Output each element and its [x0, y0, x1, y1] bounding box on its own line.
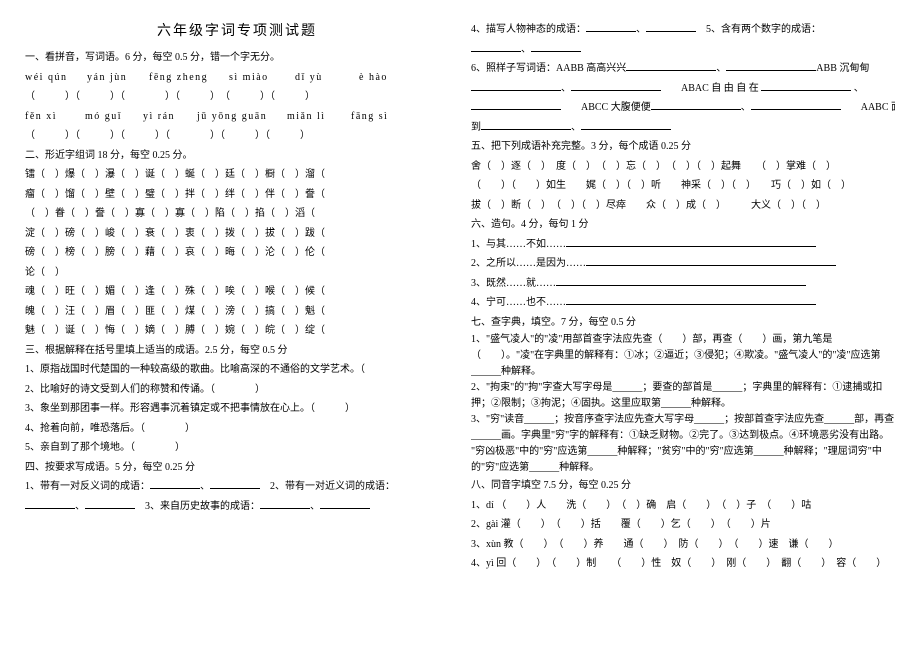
char-row-6: 论（ ） [25, 263, 449, 283]
section-2-header: 二、形近字组词 18 分，每空 0.25 分。 [25, 146, 449, 166]
section-1-header: 一、看拼音，写词语。6 分，每空 0.5 分，错一个字无分。 [25, 48, 449, 68]
char-row-7: 魂（ ）旺（ ）媚（ ）逢（ ）殊（ ）唉（ ）喉（ ）候（ [25, 282, 449, 302]
char-row-4: 淀（ ）磅（ ）峻（ ）衰（ ）衷（ ）拨（ ）拔（ ）跋（ [25, 224, 449, 244]
q6-4: 到、 [471, 118, 895, 138]
c5-3: 拔（ ）断（ ） （ ）（ ）尽瘁 众（ ）成（ ） 大义（ ）（ ） [471, 196, 895, 216]
char-row-8: 魄（ ）汪（ ）眉（ ）匪（ ）煤（ ）滂（ ）搞（ ）魁（ [25, 302, 449, 322]
h8-4: 4、yì 回（ ） （ ）制 （ ）性 奴（ ） 刚（ ） 翻（ ） 容（ ） [471, 554, 895, 574]
q6-1: 6、照样子写词语：AABB 高高兴兴、ABB 沉甸甸 [471, 59, 895, 79]
char-row-3: （ ）眷（ ）誊（ ）寡（ ）寡（ ）陷（ ）掐（ ）滔（ [25, 204, 449, 224]
q3-4: 4、抢着向前，唯恐落后。（ ） [25, 419, 449, 439]
c5-2: （ ）（ ）如生 娓（ ）（ ）听 神采（ ）（ ） 巧（ ）如（ ） [471, 176, 895, 196]
section-8-header: 八、同音字填空 7.5 分，每空 0.25 分 [471, 476, 895, 496]
s6-3: 3、既然……就…… [471, 274, 895, 294]
q4-2: 、 3、来自历史故事的成语：、 [25, 497, 449, 517]
blank-row-2: （ ）（ ）（ ）（ ）（ ）（ ） [25, 126, 449, 146]
q7-3b: "穷凶极恶"中的"穷"应选第______种解释；"贫穷"中的"穷"应选第____… [471, 444, 895, 476]
section-3-header: 三、根据解释在括号里填上适当的成语。2.5 分，每空 0.5 分 [25, 341, 449, 361]
q3-5: 5、亲自到了那个境地。（ ） [25, 438, 449, 458]
q3-1: 1、原指战国时代楚国的一种较高级的歌曲。比喻高深的不通俗的文学艺术。（ [25, 360, 449, 380]
char-row-2: 瘤（ ）馏（ ）壁（ ）璧（ ）拌（ ）绊（ ）伴（ ）誊（ [25, 185, 449, 205]
char-row-5: 磅（ ）榜（ ）膀（ ）藉（ ）哀（ ）晦（ ）沦（ ）伦（ [25, 243, 449, 263]
pinyin-row-1: wéi qún yán jùn fēng zheng sì miào dǐ yù… [25, 68, 449, 88]
char-row-1: 镭（ ）爆（ ）瀑（ ）诞（ ）蜒（ ）廷（ ）橱（ ）溜（ [25, 165, 449, 185]
q6-2: 、 ABAC 自 由 自 在 、 [471, 79, 895, 99]
h8-3: 3、xùn 教（ ） （ ）养 通（ ） 防（ ） （ ）速 谦（ ） [471, 535, 895, 555]
section-6-header: 六、造句。4 分，每句 1 分 [471, 215, 895, 235]
doc-title: 六年级字词专项测试题 [25, 20, 449, 40]
pinyin-row-2: fěn xì mó guǐ yì rán jū yōng guān miǎn l… [25, 107, 449, 127]
c5-1: 舍（ ）逐（ ） 度（ ） （ ）忘（ ） （ ）（ ）起舞 （ ）掌难（ ） [471, 157, 895, 177]
q6-3: ABCC 大腹便便、 AABC 面面俱 [471, 98, 895, 118]
s6-1: 1、与其……不如…… [471, 235, 895, 255]
h8-2: 2、gài 灌（ ） （ ）括 覆（ ）乞（ ） （ ）片 [471, 515, 895, 535]
section-7-header: 七、查字典，填空。7 分，每空 0.5 分 [471, 313, 895, 333]
section-4-header: 四、按要求写成语。5 分，每空 0.25 分 [25, 458, 449, 478]
h8-1: 1、dí （ ）人 洗（ ） （ ）确 启（ ） （ ）子 （ ）咕 [471, 496, 895, 516]
char-row-9: 魅（ ）诞（ ）悔（ ）嫡（ ）膊（ ）婉（ ）皖（ ）绽（ [25, 321, 449, 341]
s6-4: 4、宁可……也不…… [471, 293, 895, 313]
q3-2: 2、比喻好的诗文受到人们的称赞和传诵。（ ） [25, 380, 449, 400]
q7-1: 1、"盛气凌人"的"凌"用部首查字法应先查（ ）部，再查（ ）画，第九笔是（ ）… [471, 332, 895, 380]
section-5-header: 五、把下列成语补充完整。3 分，每个成语 0.25 分 [471, 137, 895, 157]
blank-row-1: （ ）（ ）（ ）（ ） （ ）（ ） [25, 87, 449, 107]
q7-2: 2、"拘束"的"拘"字查大写字母是______；要查的部首是______；字典里… [471, 380, 895, 412]
s6-2: 2、之所以……是因为…… [471, 254, 895, 274]
q3-3: 3、象坐到那团事一样。形容遇事沉着镇定或不把事情放在心上。（ ） [25, 399, 449, 419]
q4-1: 1、带有一对反义词的成语：、 2、带有一对近义词的成语： [25, 477, 449, 497]
q4-5: 、 [471, 40, 895, 60]
q7-3: 3、"穷"读音______；按音序查字法应先查大写字母______；按部首查字法… [471, 412, 895, 444]
q4-4: 4、描写人物神态的成语：、 5、含有两个数字的成语： [471, 20, 895, 40]
